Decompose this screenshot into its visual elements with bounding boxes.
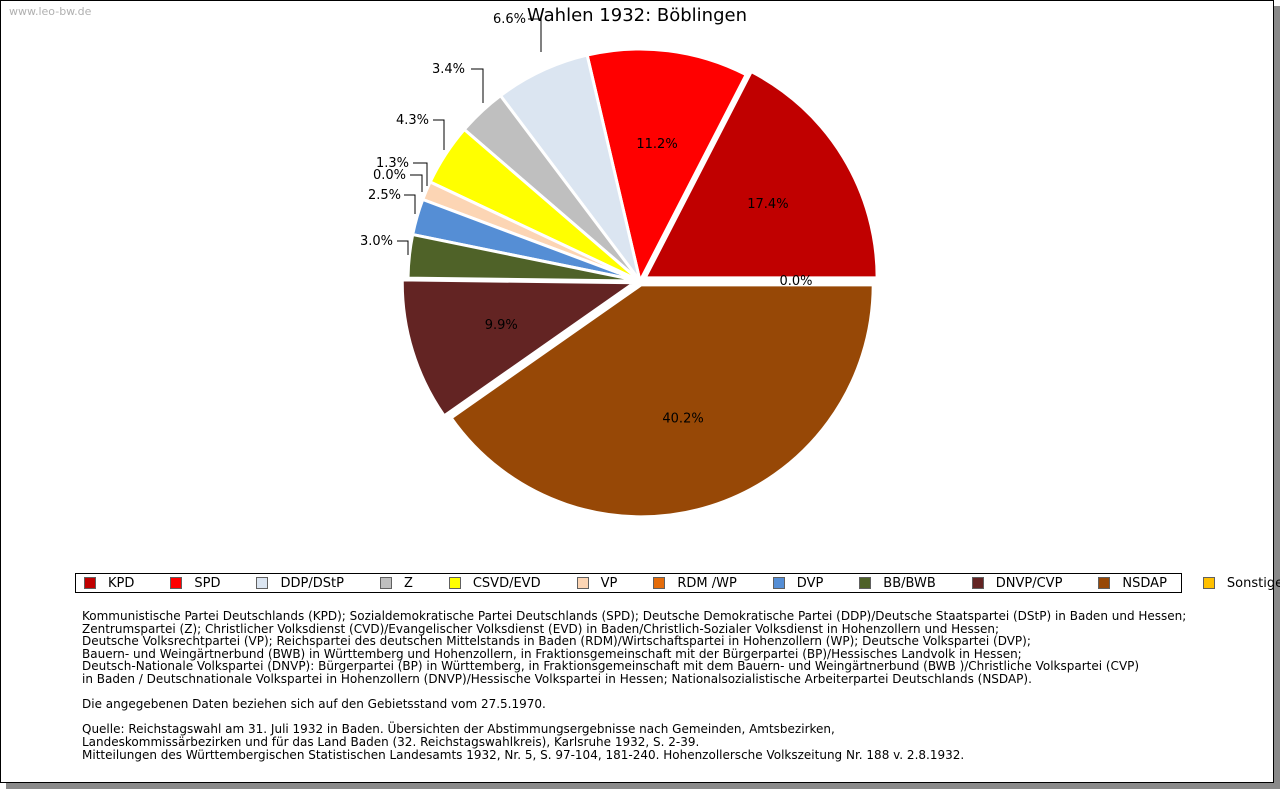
- leader-line-vp: [413, 162, 428, 186]
- pie-label-csvd-evd: 4.3%: [396, 113, 429, 128]
- leader-line-z: [471, 68, 484, 103]
- legend-label-vp: VP: [600, 575, 618, 591]
- legend-swatch-dvp: [772, 577, 785, 589]
- legend-label-spd: SPD: [194, 575, 221, 591]
- legend-entry-dvp: DVP: [772, 575, 824, 591]
- legend-swatch-csvd-evd: [448, 577, 461, 589]
- leader-line-csvd-evd: [433, 119, 445, 150]
- legend-entry-sonstige: Sonstige: [1202, 575, 1280, 591]
- footnote-line: Die angegebenen Daten beziehen sich auf …: [82, 697, 546, 712]
- legend-swatch-bb-bwb: [859, 577, 872, 589]
- pie-label-spd: 11.2%: [636, 137, 677, 152]
- pie-slice-bb-bwb: [406, 233, 642, 283]
- legend-entry-spd: SPD: [170, 576, 220, 591]
- legend-swatch-dnvp-cvp: [971, 577, 984, 589]
- footnote-line: in Baden / Deutschnationale Volkspartei …: [82, 671, 1032, 686]
- legend-swatch-sonstige: [1202, 577, 1215, 589]
- legend-label-rdm-wp: RDM /WP: [677, 575, 737, 591]
- legend-label-csvd-evd: CSVD/EVD: [472, 575, 541, 591]
- footnote-line: Bauern- und Weingärtnerbund (BWB) in Wür…: [82, 646, 1022, 661]
- watermark: www.leo-bw.de: [9, 5, 92, 18]
- legend-swatch-rdm-wp: [653, 577, 666, 589]
- legend-entry-ddp-dstp: DDP/DStP: [256, 575, 344, 591]
- legend-swatch-kpd: [84, 577, 96, 589]
- footnotes: Kommunistische Partei Deutschlands (KPD)…: [82, 610, 1186, 761]
- pie-chart: Wahlen 1932: Böblingen 17.4% 11.2% 6.6% 3.4…: [360, 5, 879, 519]
- pie-label-rdm-wp: 0.0%: [373, 168, 406, 183]
- chart-legend: KPD SPD DDP/DStP Z CSVD/EVD VP RDM /WP DVP BB/BW…: [75, 573, 1280, 593]
- footnote-line: Deutsche Volksrechtpartei (VP); Reichspa…: [82, 634, 1031, 649]
- pie-label-ddp-dstp: 6.6%: [493, 12, 526, 27]
- leader-line-bb-bwb: [397, 240, 409, 255]
- footnote-line: Landeskommissärbezirken und für das Land…: [82, 734, 700, 749]
- legend-swatch-z: [379, 577, 392, 589]
- pie-slice-dnvp-cvp: [400, 278, 636, 418]
- legend-entry-dnvp-cvp: DNVP/CVP: [971, 575, 1063, 591]
- pie-label-vp: 1.3%: [376, 156, 409, 171]
- legend-label-nsdap: NSDAP: [1122, 575, 1167, 591]
- legend-label-kpd: KPD: [108, 575, 135, 591]
- legend-entry-z: Z: [379, 575, 413, 591]
- footnote-line: Kommunistische Partei Deutschlands (KPD)…: [82, 609, 1187, 623]
- pie-slice-nsdap: [449, 283, 875, 519]
- legend-entry-kpd: KPD: [84, 576, 134, 591]
- legend-label-sonstige: Sonstige: [1226, 575, 1280, 591]
- pie-labels: 17.4%11.2%6.6%3.4%4.3%1.3%0.0%2.5%3.0%9.…: [360, 12, 813, 427]
- pie-label-bb-bwb: 3.0%: [360, 234, 393, 249]
- legend-swatch-nsdap: [1098, 577, 1111, 589]
- legend-entry-csvd-evd: CSVD/EVD: [448, 575, 541, 591]
- footnote-line: Mitteilungen des Württembergischen Stati…: [82, 747, 965, 762]
- footnote-line: Quelle: Reichstagswahl am 31. Juli 1932 …: [82, 722, 835, 737]
- pie-label-nsdap: 40.2%: [662, 412, 703, 427]
- pie-label-kpd: 17.4%: [747, 197, 788, 212]
- legend-entry-nsdap: NSDAP: [1098, 576, 1167, 591]
- legend-label-bb-bwb: BB/BWB: [883, 575, 936, 591]
- pie-label-dvp: 2.5%: [368, 188, 401, 203]
- leader-line-rdm-wp: [410, 174, 423, 192]
- leader-line-dvp: [404, 194, 416, 214]
- pie-label-dnvp-cvp: 9.9%: [485, 318, 518, 333]
- legend-label-ddp-dstp: DDP/DStP: [280, 575, 344, 591]
- footnote-line: Deutsch-Nationale Volkspartei (DNVP): Bü…: [82, 659, 1140, 674]
- legend-entry-vp: VP: [576, 575, 618, 591]
- legend-label-dvp: DVP: [796, 575, 824, 591]
- legend-swatch-ddp-dstp: [256, 577, 269, 589]
- pie-slice-kpd: [643, 70, 879, 280]
- chart-title: Wahlen 1932: Böblingen: [527, 5, 747, 26]
- legend-swatch-vp: [576, 577, 589, 589]
- legend-entry-rdm-wp: RDM /WP: [653, 575, 737, 591]
- footnote-line: Zentrumspartei (Z); Christlicher Volksdi…: [82, 621, 1000, 636]
- legend-label-z: Z: [403, 575, 413, 591]
- legend-label-dnvp-cvp: DNVP/CVP: [995, 575, 1063, 591]
- leader-line-ddp-dstp: [528, 18, 542, 52]
- pie-label-z: 3.4%: [432, 62, 465, 77]
- pie-slices: [400, 47, 879, 519]
- legend-entry-bb-bwb: BB/BWB: [859, 575, 936, 591]
- legend-swatch-spd: [170, 577, 183, 589]
- pie-label-sonstige: 0.0%: [779, 274, 812, 289]
